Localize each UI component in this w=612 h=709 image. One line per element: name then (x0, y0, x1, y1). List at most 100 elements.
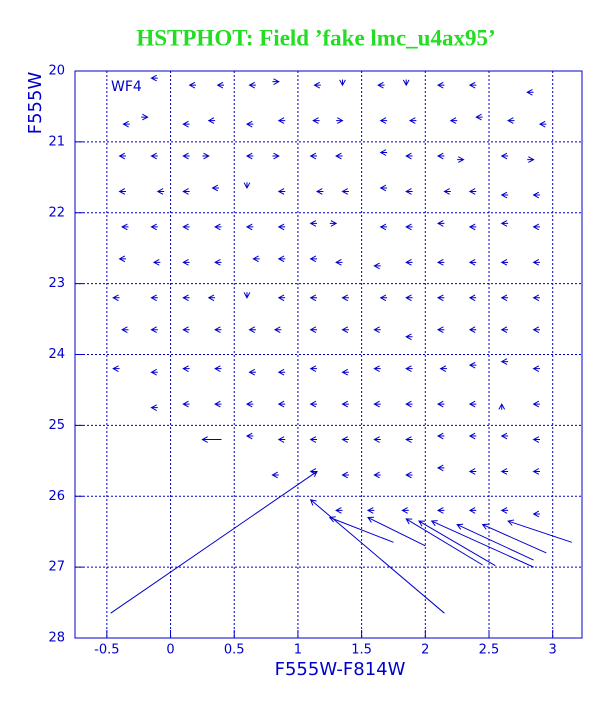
vector-arrow (245, 223, 254, 231)
vector-arrow (214, 259, 222, 266)
vector-arrow (182, 326, 190, 334)
vector-arrow (150, 74, 158, 82)
vector-arrow (277, 400, 286, 408)
vector-arrow (468, 188, 477, 195)
vector-arrow (110, 470, 318, 614)
vector-arrow (214, 223, 222, 231)
vector-arrow (500, 507, 509, 514)
vector-arrow (207, 294, 216, 302)
vector-arrow (277, 117, 286, 124)
vector-arrow (456, 523, 534, 561)
vector-arrow (309, 365, 318, 372)
x-axis-label: F555W-F814W (275, 659, 406, 680)
vector-arrow (366, 507, 375, 514)
vector-arrow (122, 120, 130, 128)
vector-arrow (532, 294, 540, 302)
vector-arrow (377, 81, 385, 89)
vector-arrow (437, 326, 445, 334)
vector-arrow (405, 333, 413, 341)
vector-arrow (341, 294, 349, 302)
vector-arrow (277, 294, 286, 302)
vector-arrow (405, 400, 413, 408)
vector-arrow (335, 259, 343, 266)
y-axis-label: F555W (25, 72, 46, 135)
vector-arrow (405, 436, 413, 443)
vector-arrow (500, 432, 509, 440)
vector-arrow (500, 152, 509, 160)
vector-arrow (118, 255, 126, 263)
vector-arrow (243, 182, 251, 189)
vector-arrow (309, 499, 445, 614)
vector-arrow (405, 518, 483, 566)
x-tick-label: 0.5 (224, 643, 245, 658)
vector-arrow (273, 326, 282, 334)
panel-label: WF4 (111, 79, 142, 95)
vector-arrow (211, 184, 219, 192)
vector-arrow (437, 400, 445, 408)
vector-arrow (248, 326, 256, 334)
vector-arrow (532, 365, 540, 372)
vector-arrow (214, 365, 222, 372)
vector-arrow (150, 368, 158, 376)
vector-arrow (449, 117, 458, 124)
vector-arrow (500, 326, 509, 334)
vector-arrow (373, 262, 381, 270)
vector-arrow (277, 188, 286, 195)
vector-arrow (309, 220, 318, 227)
vector-arrow (373, 365, 381, 372)
vector-arrow (532, 191, 540, 199)
vector-arrow (182, 120, 190, 128)
vector-arrow (443, 188, 451, 195)
vector-arrow (214, 400, 222, 408)
chart-title: HSTPHOT: Field ’fake lmc_u4ax95’ (136, 25, 495, 50)
vector-arrow (245, 152, 254, 160)
vector-arrow (468, 81, 477, 89)
vector-arrow (341, 188, 349, 195)
vector-arrow (118, 152, 126, 160)
vector-arrow (437, 507, 445, 514)
vector-arrow (405, 223, 413, 231)
vector-arrow (182, 365, 190, 372)
vector-arrow (532, 326, 540, 334)
vector-arrow (341, 400, 349, 408)
vector-arrow (468, 361, 477, 369)
vector-arrow (527, 156, 535, 163)
vector-arrow (437, 294, 445, 302)
vector-arrow (402, 79, 410, 87)
x-tick-label: 1.5 (351, 643, 372, 658)
vector-arrow (182, 188, 190, 195)
vector-arrow (532, 468, 540, 475)
vector-arrow (150, 294, 158, 302)
vector-arrow (182, 294, 190, 302)
vector-arrow (309, 294, 318, 302)
vector-arrow (309, 326, 318, 334)
vector-arrow (500, 259, 509, 266)
x-tick-label: 2.5 (479, 643, 500, 658)
y-tick-label: 21 (48, 134, 65, 149)
vector-arrow (216, 81, 225, 89)
vector-arrow (313, 81, 321, 89)
vector-arrow (121, 223, 129, 231)
vector-arrow (150, 223, 158, 231)
vector-arrow (245, 120, 254, 128)
vector-arrow (112, 294, 120, 302)
vector-arrow (373, 326, 381, 334)
vector-arrow (538, 120, 547, 128)
y-tick-label: 25 (48, 418, 65, 433)
vector-arrow (182, 259, 190, 266)
vector-arrow (373, 400, 381, 408)
vector-arrow (437, 152, 445, 160)
vector-arrow (481, 523, 547, 554)
vector-arrow (500, 220, 509, 227)
vector-arrow (309, 255, 318, 263)
vector-arrow (457, 156, 465, 163)
vector-arrow (277, 436, 286, 443)
vector-arrow (405, 259, 413, 266)
vector-arrow (500, 468, 509, 475)
vector-arrow (437, 432, 445, 440)
vector-arrow (532, 400, 540, 408)
vector-arrow (373, 436, 381, 443)
vector-arrow (405, 152, 413, 160)
y-tick-label: 27 (48, 560, 65, 575)
vector-arrow (405, 294, 413, 302)
